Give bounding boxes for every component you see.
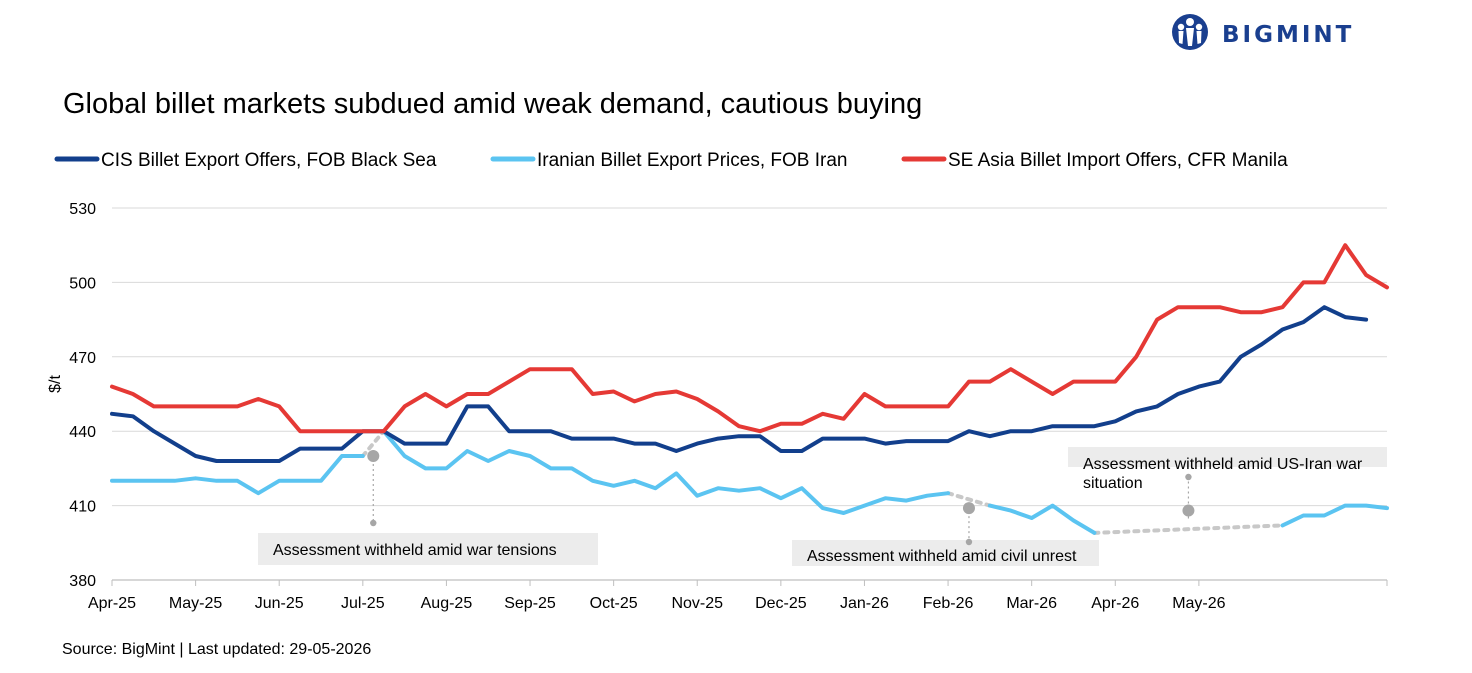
brand-name: BIGMINT — [1222, 22, 1354, 48]
series-line — [381, 429, 951, 515]
bigmint-people-logo-icon — [1172, 14, 1208, 50]
series-line — [110, 243, 1389, 434]
annotation-text: Assessment withheld amid civil unrest — [807, 548, 1077, 565]
x-tick-label: May-25 — [169, 595, 222, 612]
x-tick-label: Apr-25 — [88, 595, 136, 612]
series-line — [110, 305, 1369, 463]
legend-entry: Iranian Billet Export Prices, FOB Iran — [490, 150, 847, 171]
x-tick-label: Sep-25 — [504, 595, 556, 612]
series-gap-line — [946, 491, 992, 508]
annotation-box — [1068, 447, 1387, 467]
x-tick-label: Mar-26 — [1006, 595, 1057, 612]
y-tick-label: 440 — [69, 424, 96, 441]
annotation-box — [258, 533, 598, 565]
x-tick-label: Feb-26 — [923, 595, 974, 612]
legend-label: Iranian Billet Export Prices, FOB Iran — [537, 150, 847, 171]
x-tick-label: May-26 — [1172, 595, 1225, 612]
y-tick-label: 380 — [69, 573, 96, 590]
legend-label: SE Asia Billet Import Offers, CFR Manila — [948, 150, 1288, 171]
x-tick-label: Jan-26 — [840, 595, 889, 612]
series-line — [1280, 503, 1389, 528]
annotation-marker — [962, 502, 975, 515]
series-line — [110, 454, 365, 496]
annotation-marker — [367, 450, 380, 462]
annotations: Assessment withheld amid war tensions Ass… — [258, 447, 1387, 566]
annotation: Assessment withheld amid US-Iran war situ… — [1068, 447, 1387, 519]
legend-entry: SE Asia Billet Import Offers, CFR Manila — [901, 150, 1288, 171]
y-axis-label: $/t — [47, 375, 64, 393]
annotation-text: situation — [1083, 475, 1143, 492]
annotation-marker-small — [1185, 473, 1192, 481]
x-tick-label: Dec-25 — [755, 595, 807, 612]
legend-entry: CIS Billet Export Offers, FOB Black Sea — [54, 150, 437, 171]
y-tick-label: 470 — [69, 350, 96, 367]
chart-title: Global billet markets subdued amid weak … — [63, 88, 922, 120]
y-tick-label: 530 — [69, 201, 96, 218]
annotation: Assessment withheld amid war tensions — [258, 450, 598, 565]
annotation-text: Assessment withheld amid US-Iran war — [1083, 456, 1363, 473]
x-tick-label: Apr-26 — [1091, 595, 1139, 612]
chart-legend: CIS Billet Export Offers, FOB Black Sea I… — [54, 150, 1288, 171]
annotation-marker — [1182, 504, 1195, 517]
series-gap-line — [360, 429, 386, 458]
y-tick-label: 410 — [69, 499, 96, 516]
series-0 — [110, 305, 1369, 463]
series-1 — [110, 429, 1389, 535]
x-tick-label: Jul-25 — [341, 595, 385, 612]
x-tick-label: Oct-25 — [590, 595, 638, 612]
source-note: Source: BigMint | Last updated: 29-05-20… — [62, 641, 371, 658]
bigmint-logo: BIGMINT — [1172, 14, 1354, 50]
series-2 — [110, 243, 1389, 434]
y-tick-label: 500 — [69, 275, 96, 292]
annotation-marker-small — [965, 538, 973, 546]
annotation: Assessment withheld amid civil unrest — [792, 502, 1099, 566]
series-lines — [110, 243, 1389, 535]
series-line — [987, 503, 1097, 535]
annotation-text: Assessment withheld amid war tensions — [273, 542, 557, 559]
x-tick-label: Aug-25 — [421, 595, 473, 612]
legend-label: CIS Billet Export Offers, FOB Black Sea — [101, 150, 437, 171]
series-gap-line — [1092, 523, 1285, 535]
annotation-box — [792, 540, 1099, 566]
y-axis: 380 410 440 470 500 530 — [69, 201, 96, 590]
x-tick-label: Nov-25 — [671, 595, 723, 612]
annotation-marker-small — [370, 519, 377, 527]
x-axis: Apr-25 May-25 Jun-25 Jul-25 Aug-25 Sep-25 Oct-… — [88, 579, 1388, 612]
x-tick-label: Jun-25 — [255, 595, 304, 612]
